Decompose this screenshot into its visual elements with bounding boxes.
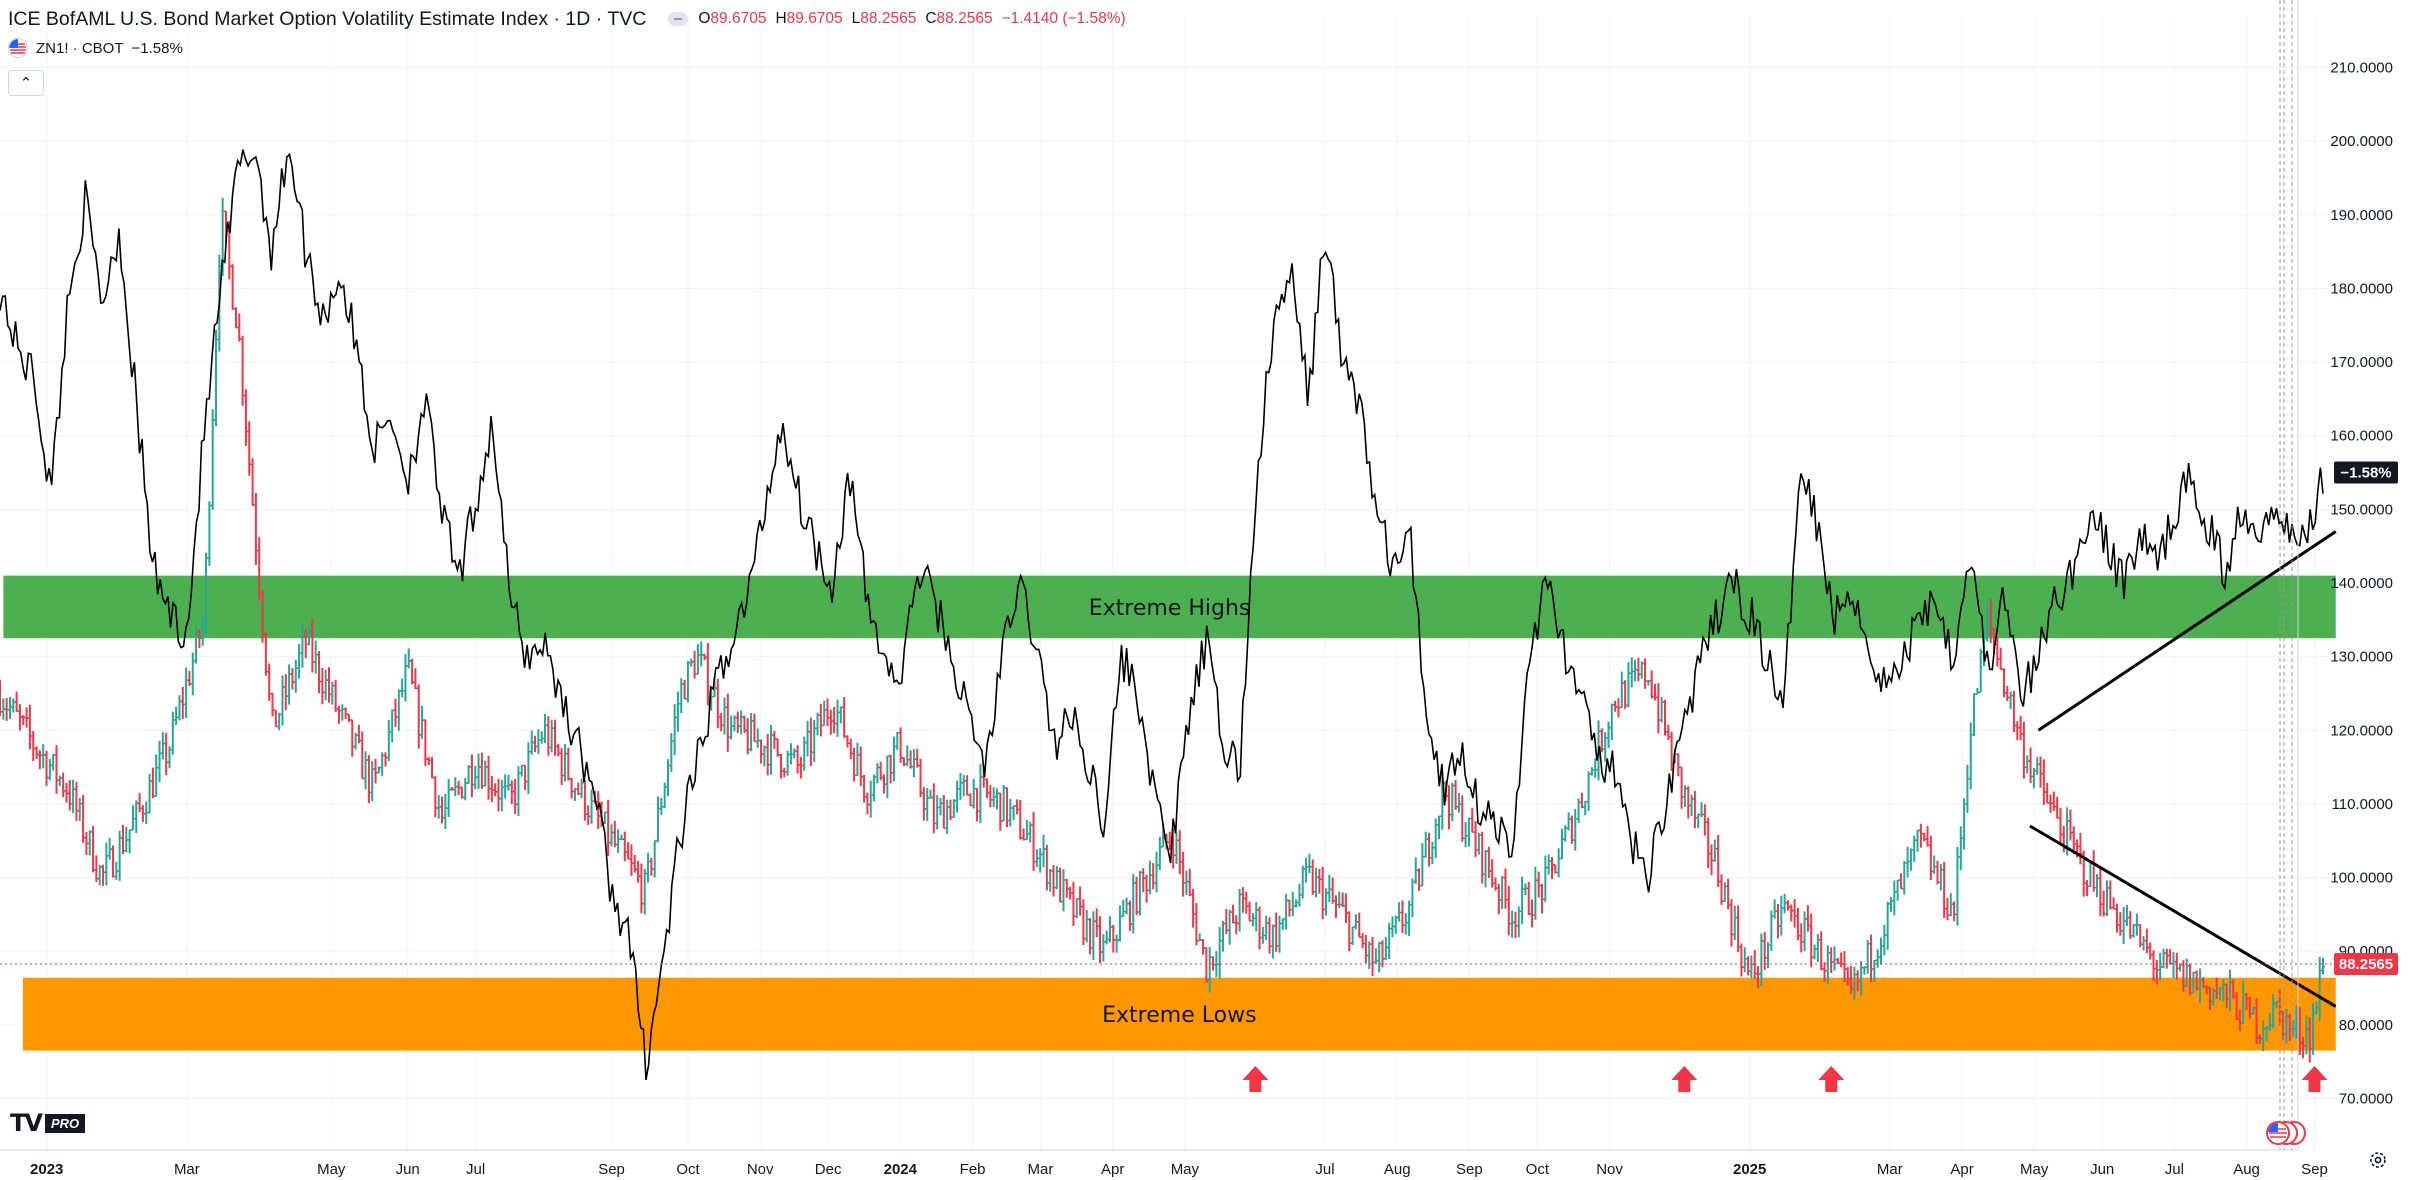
time-tick-label: Apr bbox=[1101, 1161, 1124, 1178]
price-tick-label: 70.0000 bbox=[2339, 1090, 2393, 1107]
extreme-highs-zone bbox=[3, 575, 2336, 639]
ohlc-low: L88.2565 bbox=[851, 10, 917, 27]
last-price-badge bbox=[2334, 953, 2398, 976]
page-title: ICE BofAML U.S. Bond Market Option Volat… bbox=[8, 7, 647, 30]
price-tick-label: 150.0000 bbox=[2330, 501, 2393, 518]
zn1-line bbox=[0, 149, 2324, 1081]
time-tick-label: Jul bbox=[1315, 1161, 1334, 1178]
price-axis[interactable]: 210.0000 200.0000 190.0000 180.0000 170.0000… bbox=[2297, 0, 2398, 1150]
chevron-up-icon: ⌃ bbox=[19, 75, 33, 92]
tradingview-logo[interactable]: TV PRO bbox=[10, 1109, 86, 1137]
price-tick-label: 110.0000 bbox=[2332, 796, 2393, 813]
right-edge-guides bbox=[0, 0, 2340, 1150]
time-tick-label: Mar bbox=[1028, 1161, 1054, 1178]
price-tick-label: 160.0000 bbox=[2330, 428, 2393, 445]
price-tick-label: 200.0000 bbox=[2330, 133, 2393, 150]
ohlc-close: C88.2565 bbox=[925, 10, 993, 27]
up-arrow-icon bbox=[1671, 1066, 1698, 1093]
compare-legend[interactable]: ZN1! · CBOT −1.58% bbox=[8, 38, 183, 58]
ohlc-change: −1.4140 (−1.58%) bbox=[1001, 10, 1126, 27]
time-tick-label: Jun bbox=[396, 1161, 420, 1178]
up-arrow-icon bbox=[2301, 1066, 2328, 1093]
time-tick-label: Oct bbox=[676, 1161, 700, 1178]
extreme-lows-label: Extreme Lows bbox=[1102, 1003, 1256, 1028]
highlight-zones: Extreme Highs Extreme Lows bbox=[3, 575, 2336, 1051]
time-tick-label: Apr bbox=[1950, 1161, 1973, 1178]
time-tick-label: Sep bbox=[2301, 1161, 2328, 1178]
time-tick-label: 2025 bbox=[1733, 1161, 1766, 1178]
compare-change: −1.58% bbox=[131, 39, 183, 57]
time-tick-label: Oct bbox=[1526, 1161, 1550, 1178]
price-tick-label: 140.0000 bbox=[2330, 575, 2393, 592]
time-tick-label: May bbox=[2020, 1161, 2049, 1178]
time-tick-label: Sep bbox=[598, 1161, 625, 1178]
compare-line bbox=[0, 149, 2324, 1081]
time-tick-label: 2024 bbox=[884, 1161, 918, 1178]
time-tick-label: Jun bbox=[2090, 1161, 2114, 1178]
time-tick-label: Mar bbox=[174, 1161, 200, 1178]
time-tick-label: May bbox=[1171, 1161, 1200, 1178]
legend-header: ICE BofAML U.S. Bond Market Option Volat… bbox=[8, 6, 1135, 32]
time-tick-label: 2023 bbox=[30, 1161, 63, 1178]
compare-change-badge bbox=[2334, 461, 2398, 484]
market-status-icon[interactable] bbox=[668, 12, 689, 26]
time-tick-label: Dec bbox=[815, 1161, 842, 1178]
time-tick-label: Jul bbox=[466, 1161, 485, 1178]
time-tick-label: May bbox=[317, 1161, 346, 1178]
falling-trendline bbox=[2029, 824, 2337, 1008]
time-tick-label: Nov bbox=[1596, 1161, 1623, 1178]
us-flag-icon bbox=[8, 38, 28, 58]
time-tick-label: Aug bbox=[1384, 1161, 1411, 1178]
price-tick-label: 190.0000 bbox=[2330, 207, 2393, 224]
rising-trendline bbox=[2037, 530, 2337, 732]
collapse-legend-button[interactable]: ⌃ bbox=[8, 70, 44, 96]
tv-logo-icon: TV bbox=[10, 1109, 43, 1137]
time-tick-label: Nov bbox=[747, 1161, 774, 1178]
price-tick-label: 120.0000 bbox=[2330, 722, 2393, 739]
signal-arrows bbox=[1242, 1066, 2328, 1093]
up-arrow-icon bbox=[1818, 1066, 1845, 1093]
price-tick-label: 180.0000 bbox=[2330, 280, 2393, 297]
compare-change-label: −1.58% bbox=[2340, 465, 2391, 482]
extreme-lows-zone bbox=[22, 977, 2336, 1051]
gear-icon[interactable] bbox=[2366, 1148, 2390, 1172]
time-tick-label: Mar bbox=[1877, 1161, 1903, 1178]
up-arrow-icon bbox=[1242, 1066, 1269, 1093]
time-tick-label: Aug bbox=[2233, 1161, 2260, 1178]
trendlines bbox=[2029, 530, 2337, 1008]
event-badges[interactable] bbox=[2262, 1118, 2310, 1148]
compare-symbol: ZN1! · CBOT bbox=[36, 39, 124, 57]
time-tick-label: Sep bbox=[1456, 1161, 1483, 1178]
time-tick-label: Feb bbox=[960, 1161, 986, 1178]
price-tick-label: 100.0000 bbox=[2330, 870, 2393, 887]
price-tick-label: 130.0000 bbox=[2330, 649, 2393, 666]
price-tick-label: 80.0000 bbox=[2339, 1017, 2393, 1034]
last-price-label: 88.2565 bbox=[2339, 956, 2393, 973]
ohlc-high: H89.6705 bbox=[775, 10, 843, 27]
price-tick-label: 170.0000 bbox=[2330, 354, 2393, 371]
time-axis[interactable]: 2023 Mar May Jun Jul Sep Oct Nov Dec 2024 Feb Mar Ap… bbox=[0, 1149, 2328, 1178]
pro-badge: PRO bbox=[44, 1113, 86, 1133]
extreme-highs-label: Extreme Highs bbox=[1089, 596, 1251, 621]
time-tick-label: Jul bbox=[2165, 1161, 2184, 1178]
ohlc-open: O89.6705 bbox=[698, 10, 767, 27]
price-tick-label: 210.0000 bbox=[2330, 60, 2393, 77]
